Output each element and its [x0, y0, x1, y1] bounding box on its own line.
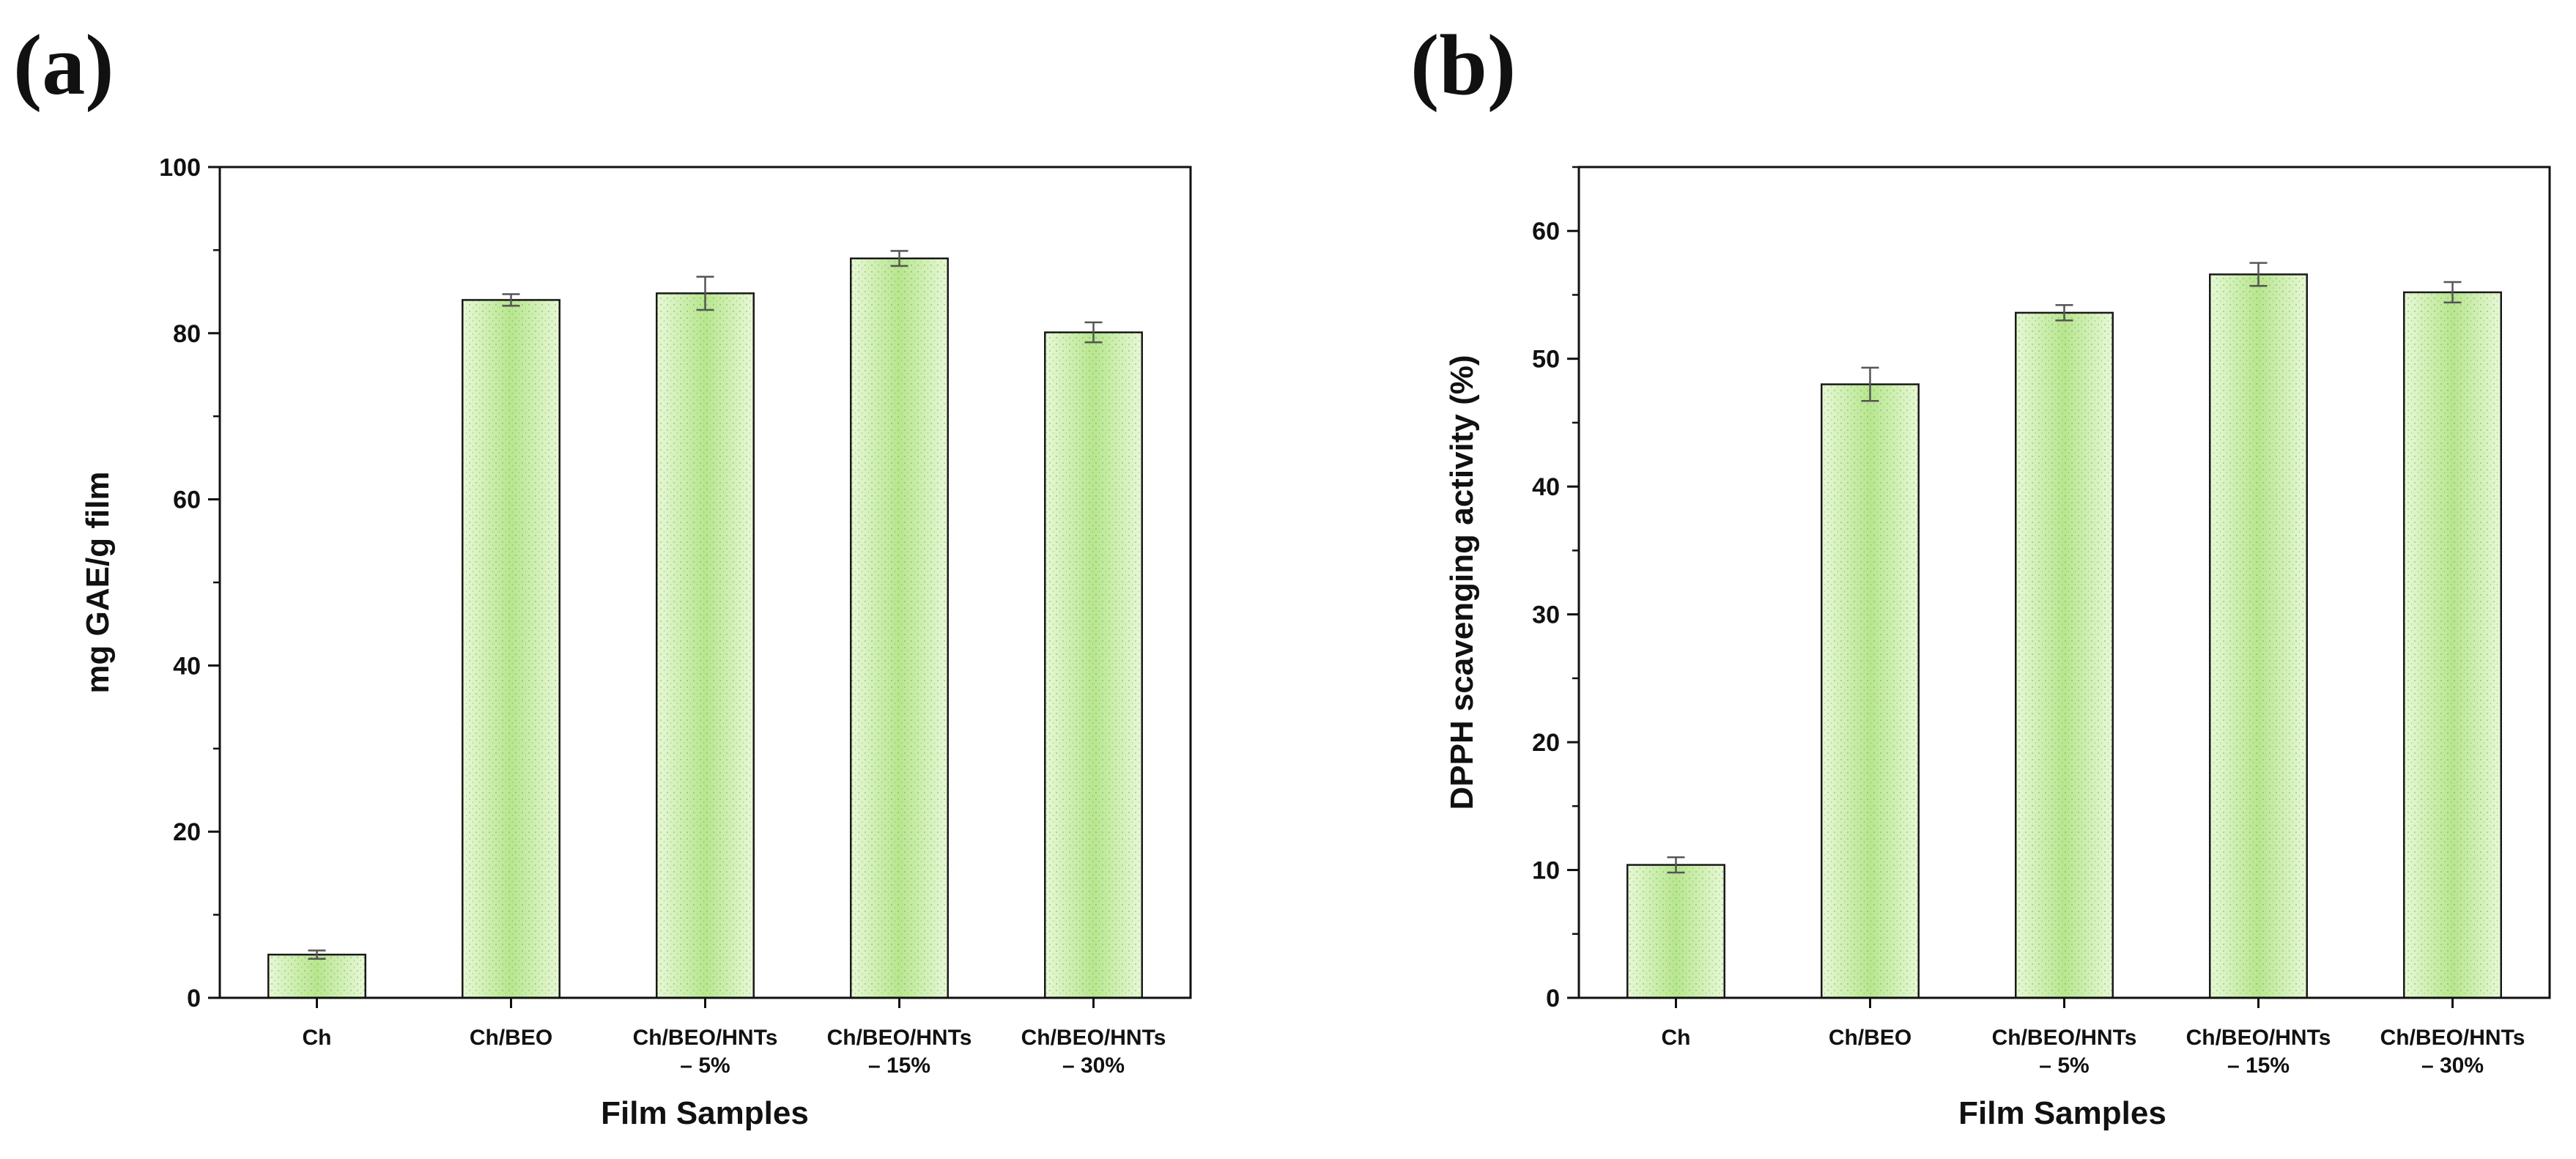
- bar: [656, 292, 755, 999]
- y-tick-label: 60: [173, 486, 201, 514]
- bar: [2209, 273, 2308, 999]
- panel-b-bars: [1626, 273, 2502, 999]
- bar-outline: [2209, 273, 2308, 999]
- error-bar: [1861, 366, 1879, 402]
- y-tick-label: 20: [1532, 729, 1560, 757]
- panel-b-x-axis-title: Film Samples: [1958, 1095, 2166, 1131]
- y-tick-label: 20: [173, 818, 201, 846]
- y-tick-label: 40: [173, 652, 201, 680]
- error-bar: [1084, 321, 1103, 344]
- y-tick-label: 30: [1532, 601, 1560, 629]
- panel-b-y-axis-title: DPPH scavenging activity (%): [1444, 355, 1480, 810]
- x-tick-label: Ch: [1662, 1026, 1691, 1050]
- panel-a-bars: [267, 257, 1143, 999]
- error-bar: [2249, 262, 2268, 287]
- y-tick-label: 100: [159, 154, 201, 182]
- bar: [462, 299, 560, 999]
- y-tick-label: 0: [187, 985, 201, 1012]
- x-tick-label: Ch: [303, 1026, 332, 1050]
- x-tick-label: Ch/BEO/HNTs – 30%: [2380, 1026, 2525, 1078]
- error-bar: [1667, 856, 1685, 874]
- bar-outline: [1821, 383, 1920, 999]
- bar: [850, 257, 949, 999]
- x-tick-label: Ch/BEO: [470, 1026, 552, 1050]
- error-bar: [2055, 304, 2073, 322]
- x-tick-label: Ch/BEO/HNTs – 5%: [633, 1026, 778, 1078]
- bar: [2403, 291, 2502, 999]
- bar: [2015, 311, 2114, 999]
- panel-a-y-axis-title: mg GAE/g film: [80, 471, 116, 693]
- error-bar: [308, 949, 326, 960]
- y-tick-label: 80: [173, 320, 201, 348]
- panel-a-error-bars: [308, 250, 1103, 960]
- bar: [1821, 383, 1920, 999]
- x-tick-label: Ch/BEO/HNTs – 15%: [827, 1026, 972, 1078]
- error-bar: [696, 275, 714, 311]
- bar: [1626, 864, 1725, 999]
- panel-b: (b) 0 10 20 30 40 50 60 Ch Ch/BEO Ch/BEO/HNTs – 5…: [1410, 17, 2551, 1131]
- bar-outline: [1044, 331, 1143, 999]
- error-bar: [2443, 281, 2462, 304]
- bar-outline: [850, 257, 949, 999]
- error-bar: [890, 250, 908, 267]
- bar-outline: [1626, 864, 1725, 999]
- panel-b-y-ticks: 0 10 20 30 40 50 60: [1532, 166, 1579, 1012]
- y-tick-label: 60: [1532, 218, 1560, 245]
- panel-a-x-axis-title: Film Samples: [601, 1095, 809, 1131]
- bar-outline: [267, 953, 366, 999]
- panel-a-x-ticks: Ch Ch/BEO Ch/BEO/HNTs – 5% Ch/BEO/HNTs – 15% C…: [303, 998, 1166, 1078]
- panel-a-label: (a): [13, 17, 114, 113]
- y-tick-label: 50: [1532, 346, 1560, 374]
- bar: [1044, 331, 1143, 999]
- panel-b-label: (b): [1410, 17, 1516, 113]
- panel-b-error-bars: [1667, 262, 2462, 874]
- y-tick-label: 10: [1532, 857, 1560, 885]
- panel-a: (a) 0 20 40 60 80 100 Ch Ch/BEO Ch/BEO/HNTs – 5%…: [13, 17, 1192, 1131]
- bar-outline: [656, 292, 755, 999]
- bar-outline: [2403, 291, 2502, 999]
- x-tick-label: Ch/BEO/HNTs – 30%: [1021, 1026, 1166, 1078]
- panel-a-y-ticks: 0 20 40 60 80 100: [159, 154, 220, 1012]
- y-tick-label: 0: [1546, 985, 1560, 1012]
- x-tick-label: Ch/BEO: [1829, 1026, 1911, 1050]
- bar-outline: [462, 299, 560, 999]
- panel-b-x-ticks: Ch Ch/BEO Ch/BEO/HNTs – 5% Ch/BEO/HNTs – 15% C…: [1662, 998, 2525, 1078]
- bar: [267, 953, 366, 999]
- x-tick-label: Ch/BEO/HNTs – 15%: [2186, 1026, 2331, 1078]
- x-tick-label: Ch/BEO/HNTs – 5%: [1992, 1026, 2137, 1078]
- bar-outline: [2015, 311, 2114, 999]
- error-bar: [502, 293, 520, 307]
- y-tick-label: 40: [1532, 473, 1560, 501]
